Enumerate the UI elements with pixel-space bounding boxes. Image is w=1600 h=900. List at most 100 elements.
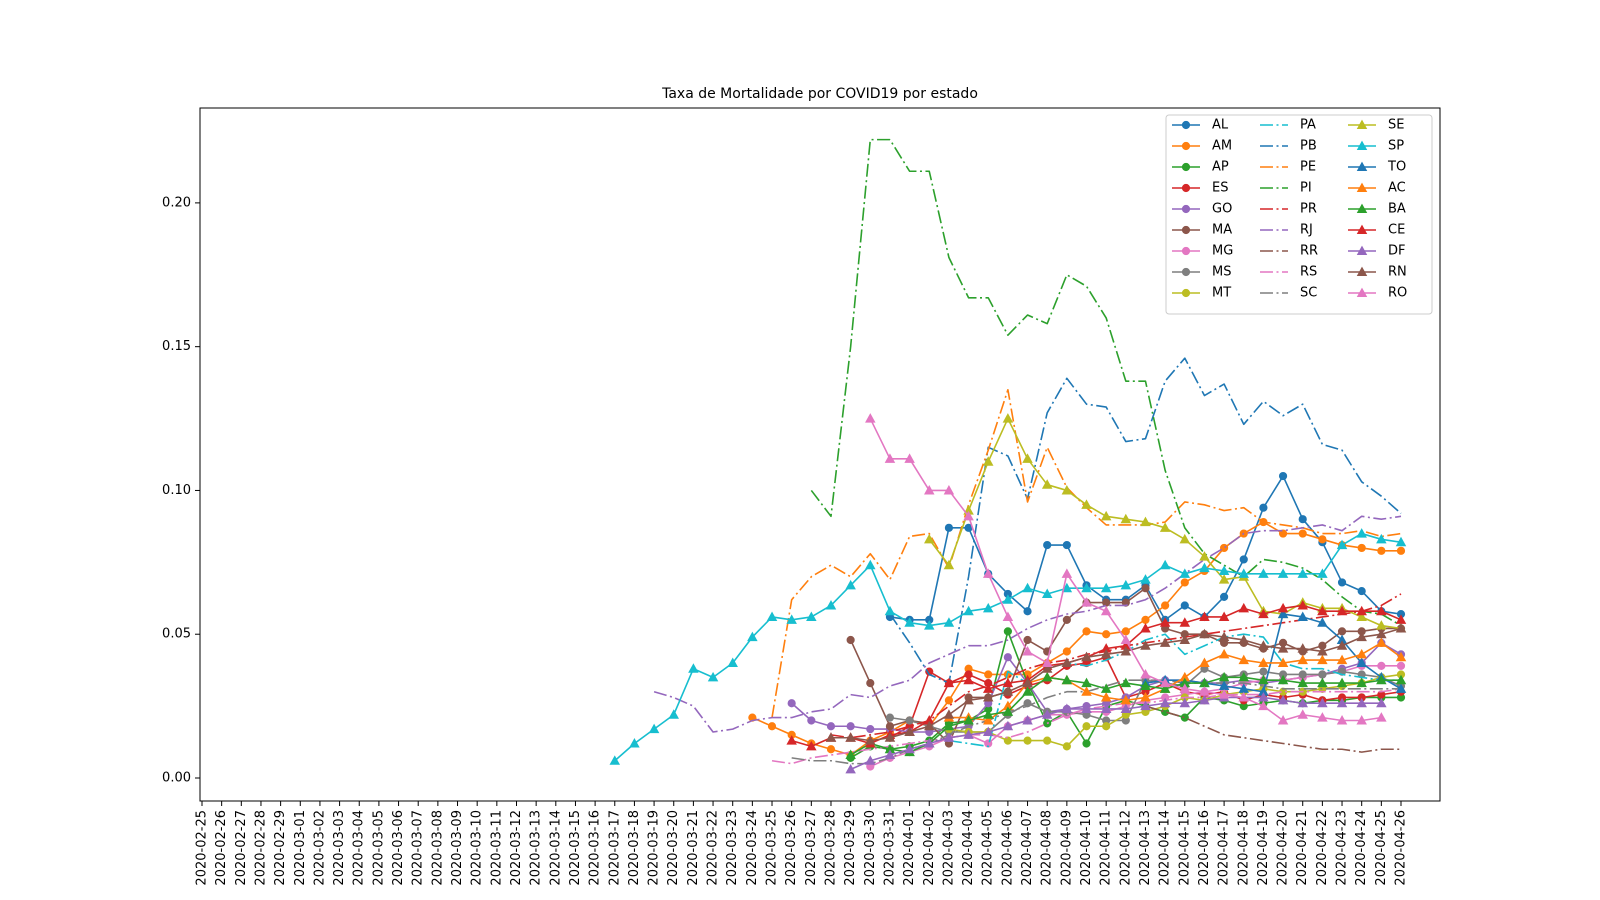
legend-marker bbox=[1181, 288, 1191, 298]
data-point bbox=[1259, 667, 1268, 676]
legend-label: PA bbox=[1300, 118, 1316, 133]
legend-frame bbox=[1165, 114, 1433, 315]
data-point bbox=[806, 611, 817, 621]
data-point bbox=[1376, 674, 1387, 685]
data-point bbox=[1023, 607, 1032, 616]
data-point bbox=[944, 523, 954, 532]
data-point bbox=[1062, 615, 1071, 624]
data-point bbox=[1336, 697, 1348, 708]
data-point bbox=[982, 726, 994, 737]
data-point bbox=[865, 735, 876, 745]
data-point bbox=[1081, 582, 1092, 593]
data-point bbox=[1238, 671, 1250, 682]
x-tick-label: 2020-03-03 bbox=[332, 810, 347, 886]
data-point bbox=[924, 485, 935, 495]
data-point bbox=[1317, 568, 1328, 578]
data-point bbox=[1179, 617, 1191, 627]
data-point bbox=[924, 720, 935, 731]
data-point bbox=[1100, 605, 1112, 616]
data-point bbox=[1120, 579, 1132, 590]
data-point bbox=[1041, 709, 1053, 719]
data-point bbox=[1022, 677, 1033, 688]
series-line bbox=[653, 515, 1402, 733]
x-tick-label: 2020-04-26 bbox=[1394, 810, 1409, 886]
x-tick-label: 2020-04-21 bbox=[1295, 810, 1310, 886]
legend-label: TO bbox=[1387, 160, 1406, 175]
data-point bbox=[1023, 736, 1032, 745]
data-point bbox=[1041, 671, 1053, 682]
data-point bbox=[786, 614, 797, 624]
data-point bbox=[1159, 522, 1171, 532]
data-point bbox=[1022, 646, 1033, 656]
data-point bbox=[1081, 597, 1092, 607]
data-point bbox=[943, 559, 955, 570]
legend-label: RR bbox=[1300, 244, 1318, 259]
legend-marker bbox=[1356, 266, 1368, 277]
legend-marker bbox=[1181, 204, 1191, 214]
data-point bbox=[1002, 720, 1014, 731]
data-point bbox=[1396, 661, 1406, 670]
legend-label: RN bbox=[1388, 265, 1407, 280]
series bbox=[825, 623, 1407, 745]
x-tick-label: 2020-04-03 bbox=[941, 810, 956, 886]
data-point bbox=[1002, 413, 1014, 423]
data-point bbox=[1003, 736, 1012, 745]
data-point bbox=[1277, 715, 1289, 725]
data-point bbox=[1356, 677, 1367, 688]
legend-label: RJ bbox=[1300, 223, 1313, 238]
data-point bbox=[1258, 640, 1269, 650]
x-tick-label: 2020-03-31 bbox=[882, 810, 897, 886]
data-point bbox=[1100, 510, 1112, 521]
data-point bbox=[1317, 646, 1328, 656]
x-tick-label: 2020-02-25 bbox=[195, 810, 210, 886]
data-point bbox=[1297, 600, 1308, 610]
x-tick-label: 2020-03-30 bbox=[863, 810, 878, 886]
data-point bbox=[1376, 605, 1387, 616]
data-point bbox=[668, 709, 679, 719]
x-tick-label: 2020-04-10 bbox=[1079, 810, 1094, 886]
data-point bbox=[1161, 601, 1170, 610]
legend: AL AM AP ES GO MA MG MS MT PA PB PE PI PR RJ RR RS SC SE SP… bbox=[1165, 114, 1433, 315]
series bbox=[653, 515, 1402, 733]
data-point bbox=[1120, 677, 1132, 688]
data-point bbox=[1218, 689, 1230, 699]
data-point bbox=[1100, 683, 1112, 693]
data-point bbox=[924, 533, 935, 544]
data-point bbox=[982, 456, 994, 466]
x-tick-label: 2020-02-28 bbox=[253, 810, 268, 886]
data-point bbox=[1003, 627, 1012, 636]
legend-label: MA bbox=[1212, 223, 1232, 238]
data-point bbox=[1297, 643, 1308, 653]
data-point bbox=[1159, 637, 1171, 647]
data-point bbox=[1297, 611, 1308, 621]
data-point bbox=[1120, 634, 1132, 644]
data-point bbox=[1317, 712, 1328, 722]
series-line bbox=[810, 138, 1402, 627]
data-point bbox=[1002, 686, 1014, 696]
data-point bbox=[982, 602, 994, 613]
data-point bbox=[1277, 643, 1289, 653]
data-point bbox=[982, 568, 994, 578]
data-point bbox=[1239, 555, 1248, 564]
data-point bbox=[1199, 686, 1210, 696]
legend-label: AC bbox=[1388, 181, 1406, 196]
legend-label: GO bbox=[1212, 202, 1232, 217]
data-point bbox=[1102, 630, 1111, 639]
data-point bbox=[1002, 706, 1014, 716]
data-point bbox=[787, 699, 796, 708]
data-point bbox=[1218, 671, 1230, 682]
data-point bbox=[1022, 686, 1033, 696]
data-point bbox=[904, 726, 915, 737]
data-point bbox=[1081, 686, 1092, 696]
x-tick-label: 2020-03-12 bbox=[509, 810, 524, 886]
data-point bbox=[1120, 646, 1132, 656]
x-tick-label: 2020-03-26 bbox=[784, 810, 799, 886]
data-point bbox=[1258, 568, 1269, 578]
data-point bbox=[1297, 654, 1308, 665]
data-point bbox=[1258, 700, 1269, 711]
data-point bbox=[1218, 648, 1230, 659]
data-point bbox=[1238, 602, 1250, 613]
data-point bbox=[1356, 715, 1367, 725]
x-tick-label: 2020-04-14 bbox=[1158, 810, 1173, 886]
data-point bbox=[1337, 627, 1347, 636]
